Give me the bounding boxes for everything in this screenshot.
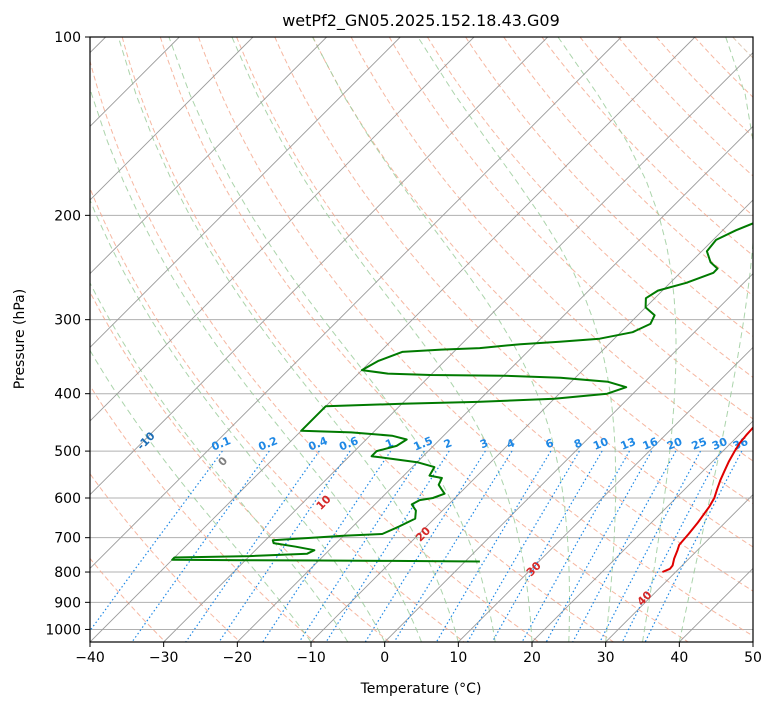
y-tick-label: 1000 xyxy=(45,622,81,638)
x-tick-label: −20 xyxy=(223,650,253,666)
y-tick-label: 500 xyxy=(54,444,81,460)
x-tick-label: 20 xyxy=(523,650,541,666)
x-tick-label: 40 xyxy=(670,650,688,666)
dry-adiabat-label: -30 xyxy=(0,366,3,389)
dry-adiabat-470 xyxy=(771,37,775,642)
x-tick-label: 30 xyxy=(597,650,615,666)
x-axis-title: Temperature (°C) xyxy=(360,681,482,697)
chart-title: wetPf2_GN05.2025.152.18.43.G09 xyxy=(282,11,560,31)
y-tick-label: 600 xyxy=(54,491,81,507)
y-tick-label: 700 xyxy=(54,531,81,547)
x-tick-label: −40 xyxy=(75,650,105,666)
y-axis-title: Pressure (hPa) xyxy=(12,289,28,389)
isotherm-50 xyxy=(753,37,775,642)
dry-adiabat-label: -20 xyxy=(59,406,82,429)
y-tick-label: 200 xyxy=(54,208,81,224)
y-tick-label: 900 xyxy=(54,595,81,611)
x-tick-label: 50 xyxy=(744,650,762,666)
x-axis-ticks: −40 −30 −20 −10 0 10 20 30 40 50 xyxy=(75,642,762,666)
y-tick-label: 100 xyxy=(54,30,81,46)
x-tick-label: 0 xyxy=(380,650,389,666)
x-tick-label: −10 xyxy=(296,650,326,666)
x-tick-label: −30 xyxy=(149,650,179,666)
y-axis-ticks: 100 200 300 400 500 600 700 800 900 1000 xyxy=(45,30,90,638)
y-tick-label: 400 xyxy=(54,387,81,403)
x-tick-label: 10 xyxy=(449,650,467,666)
y-tick-label: 300 xyxy=(54,313,81,329)
y-tick-label: 800 xyxy=(54,565,81,581)
